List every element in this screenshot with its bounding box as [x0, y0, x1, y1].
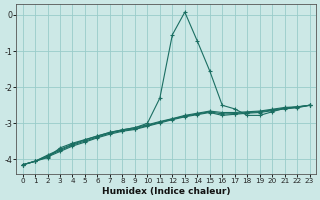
X-axis label: Humidex (Indice chaleur): Humidex (Indice chaleur): [102, 187, 230, 196]
